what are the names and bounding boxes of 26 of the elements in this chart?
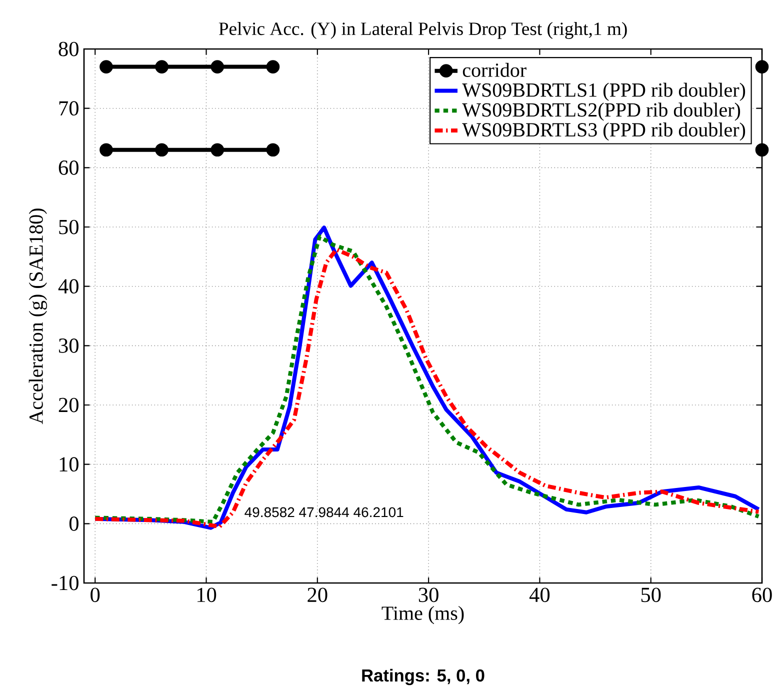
legend-label: WS09BDRTLS1 (PPD rib doubler): [462, 82, 746, 101]
legend-label: WS09BDRTLS3 (PPD rib doubler): [462, 122, 746, 141]
y-tick-label: 80: [58, 42, 78, 56]
legend-label: WS09BDRTLS2(PPD rib doubler): [462, 102, 740, 121]
x-tick-label: 10: [197, 588, 216, 602]
y-tick-label: 60: [58, 160, 78, 175]
x-tick-label: 20: [308, 588, 328, 602]
x-tick-label: 60: [752, 588, 772, 602]
y-axis-title: Acceleration (g) (SAE180): [28, 208, 48, 424]
y-tick-label: 0: [69, 516, 78, 531]
y-tick-label: -10: [52, 576, 78, 590]
chart-title: Pelvic Acc. (Y) in Lateral Pelvis Drop Test (right,1 m): [218, 22, 627, 39]
y-tick-label: 10: [60, 457, 78, 472]
x-tick-label: 40: [529, 588, 550, 602]
y-tick-label: 30: [58, 338, 78, 353]
x-axis-title: Time (ms): [382, 606, 464, 624]
legend-label: corridor: [462, 62, 526, 77]
y-tick-label: 70: [59, 101, 78, 116]
y-tick-label: 20: [58, 398, 78, 412]
annotation: 49.8582 47.9844 46.2101: [244, 507, 404, 518]
y-tick-label: 40: [58, 279, 78, 294]
y-tick-label: 50: [59, 220, 78, 234]
x-tick-label: 30: [418, 588, 438, 602]
text: Ratings: 5, 0, 0: [362, 668, 484, 686]
x-tick-label: 50: [641, 588, 661, 602]
x-tick-label: 0: [90, 588, 100, 602]
